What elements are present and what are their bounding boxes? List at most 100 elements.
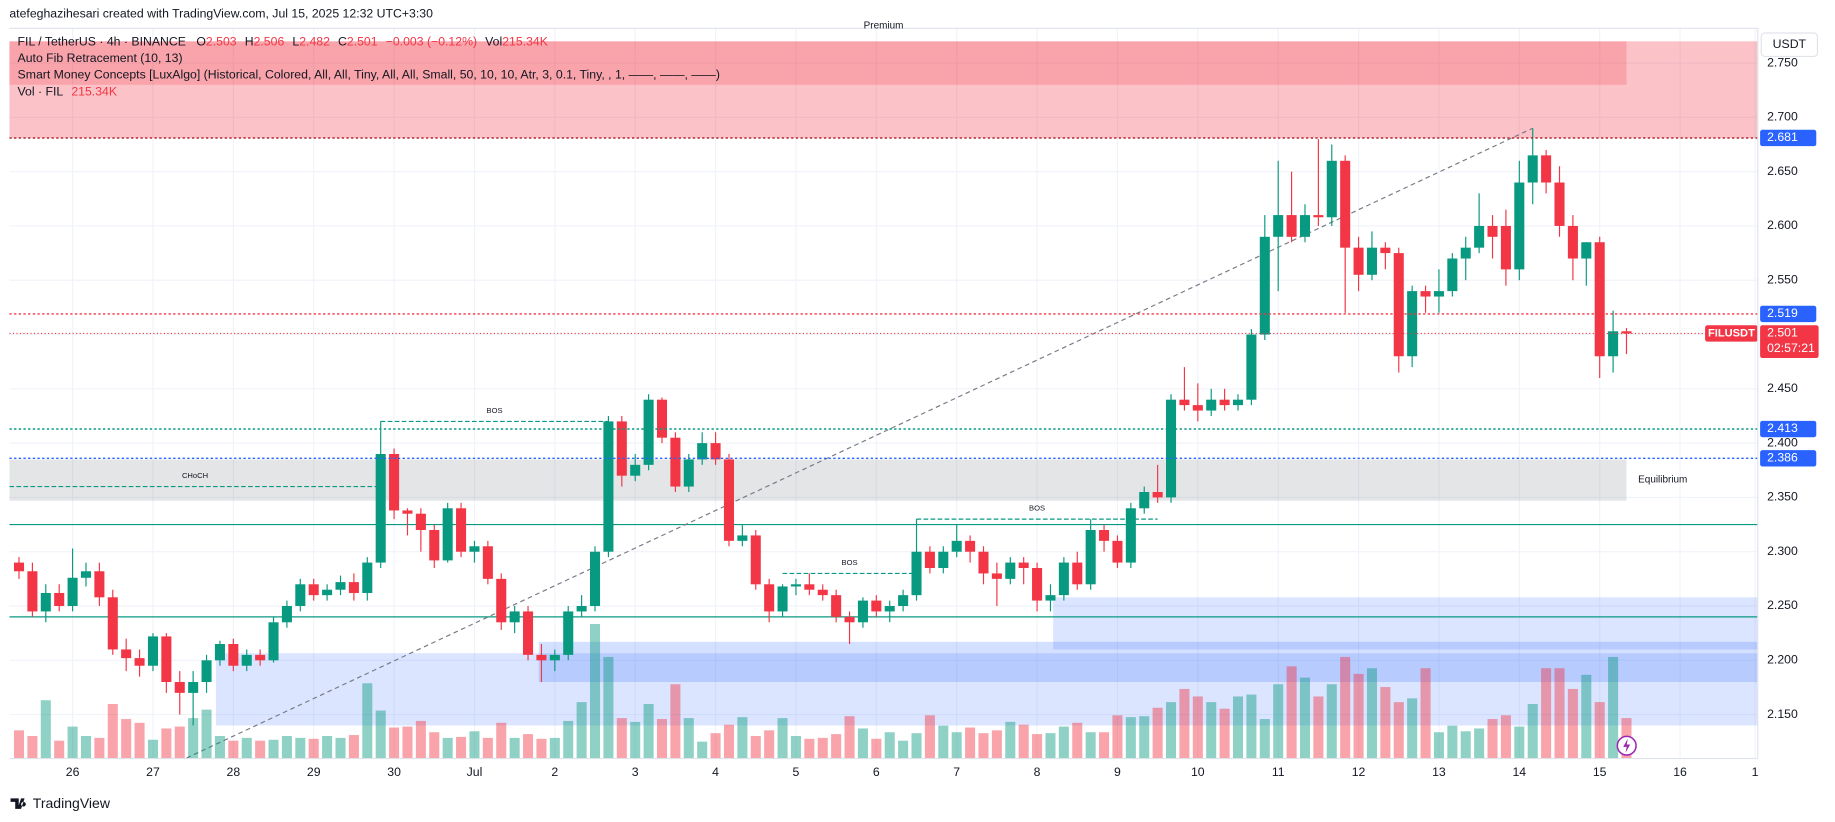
candle-body (589, 551, 601, 607)
candle-body (951, 540, 962, 552)
volume-bar (1594, 702, 1605, 759)
volume-bar (1326, 684, 1337, 759)
volume-bar (496, 722, 507, 759)
candle-body (1594, 242, 1605, 357)
volume-bar (1380, 687, 1391, 759)
currency-box[interactable] (1760, 32, 1819, 57)
volume-bar (1206, 702, 1217, 759)
volume-bar (898, 740, 909, 759)
candle-body (1045, 595, 1056, 601)
candle-body (80, 571, 92, 578)
candle-body (710, 443, 721, 460)
volume-bar (549, 737, 560, 759)
indicator-name[interactable]: Auto Fib Retracement (10, 13) (18, 51, 183, 65)
candle-body (362, 562, 373, 593)
candle-body (723, 459, 734, 541)
candle-body (54, 592, 65, 607)
volume-bar (857, 728, 868, 759)
volume-bar (1299, 677, 1311, 759)
candle-body (1366, 247, 1377, 275)
candle-body (348, 582, 359, 593)
candle-body (804, 584, 815, 590)
candle-body (924, 551, 935, 569)
legend: FIL / TetherUS · 4h · BINANCE O2.503 H2.… (18, 35, 720, 99)
x-tick-label: 4 (712, 765, 719, 779)
candle-body (482, 546, 493, 579)
structure-label: BOS (842, 558, 858, 567)
candle-body (1099, 529, 1110, 541)
price-label: 2.413 (1767, 421, 1798, 435)
x-tick-label: 28 (227, 765, 241, 779)
x-tick-label: 1 (1752, 765, 1759, 779)
candle-body (938, 551, 949, 569)
candle-body (1085, 529, 1096, 585)
candle-body (844, 616, 855, 623)
candle-body (576, 606, 587, 612)
volume-bar (563, 720, 574, 759)
candle-body (1206, 399, 1217, 411)
volume-bar (362, 683, 373, 759)
volume-bar (322, 735, 333, 759)
candle-body (1581, 242, 1592, 259)
volume-bar (1273, 684, 1284, 759)
x-tick-label: 29 (307, 765, 321, 779)
zone (9, 459, 1627, 501)
volume-bar (1313, 696, 1324, 759)
symbol-label: FILUSDT (1708, 327, 1755, 339)
candle-body (991, 573, 1002, 579)
volume-bar (228, 740, 239, 759)
candle-body (777, 586, 788, 612)
candle-body (121, 649, 132, 659)
volume-bar (697, 741, 708, 759)
y-tick-label: 2.700 (1767, 110, 1798, 124)
x-tick-label: 11 (1272, 765, 1285, 779)
volume-bar (630, 721, 641, 759)
currency: USDT (1773, 37, 1807, 51)
volume-bar (656, 719, 668, 759)
volume-bar (80, 735, 92, 759)
candle-body (1273, 215, 1284, 237)
candle-body (389, 453, 400, 511)
candle-body (1621, 331, 1632, 334)
volume-bar (523, 734, 534, 759)
volume-bar (670, 684, 681, 759)
candle-body (549, 654, 560, 661)
volume-bar (335, 737, 346, 759)
price-label: 2.681 (1767, 130, 1798, 144)
candle-body (13, 562, 25, 572)
volume-bar (1192, 696, 1203, 759)
x-tick-label: 12 (1352, 765, 1366, 779)
x-tick-label: 15 (1593, 765, 1607, 779)
candle-body (1433, 291, 1444, 297)
structure-label: BOS (1029, 504, 1045, 513)
volume-bar (509, 737, 520, 759)
x-tick-label: 3 (632, 765, 639, 779)
countdown: 02:57:21 (1767, 341, 1815, 355)
volume-bar (348, 735, 359, 759)
candle-body (1326, 160, 1337, 218)
brand: TradingView (33, 795, 111, 811)
legend-value: 2.501 (347, 35, 378, 49)
volume-bar (1099, 732, 1110, 759)
candle-body (1112, 540, 1123, 563)
structure-label: CHoCH (182, 471, 208, 480)
candle-body (295, 584, 306, 607)
candle-body (456, 508, 467, 552)
indicator-name[interactable]: Smart Money Concepts [LuxAlgo] (Historic… (18, 67, 720, 81)
candle-body (228, 644, 239, 666)
candle-body (1447, 258, 1458, 292)
candle-body (241, 654, 252, 666)
candle-body (509, 611, 520, 623)
volume-bar (1393, 702, 1404, 759)
volume-bar (281, 735, 292, 759)
zone-label: Premium (864, 21, 904, 32)
volume-bar (1139, 716, 1150, 759)
volume-bar (54, 740, 65, 759)
volume-bar (1366, 668, 1377, 759)
volume-bar (683, 718, 694, 759)
candle-body (1005, 562, 1016, 579)
candle-body (415, 513, 426, 530)
volume-legend[interactable]: Vol · FIL 215.34K (18, 85, 118, 99)
volume-bar (1259, 719, 1270, 759)
